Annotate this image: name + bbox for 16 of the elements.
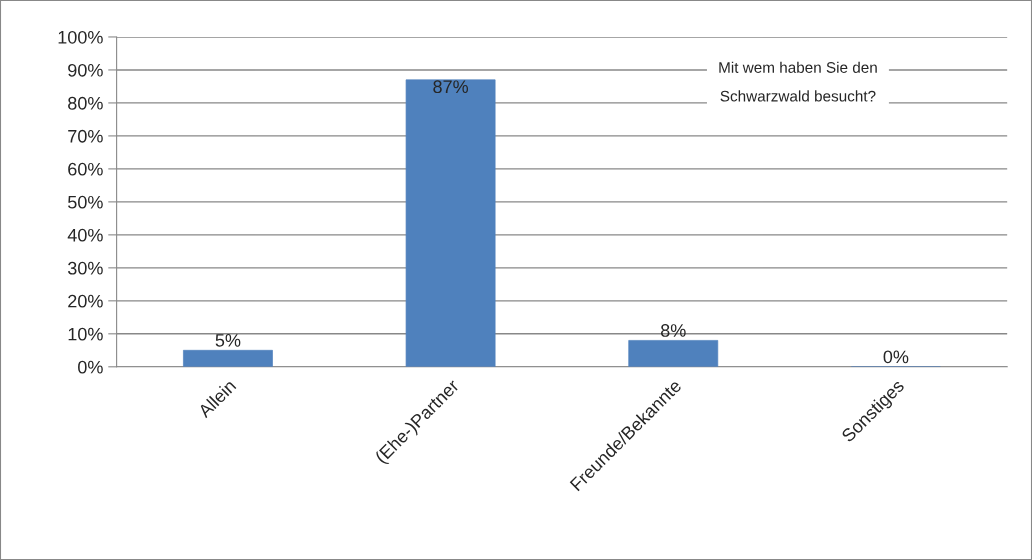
data-label: 5% <box>215 334 241 347</box>
y-tick-label: 30% <box>67 261 103 275</box>
y-tick-label: 10% <box>68 327 103 341</box>
data-label: 0% <box>883 350 909 364</box>
y-tick-label: 60% <box>68 162 103 176</box>
y-tick-label: 20% <box>68 294 103 308</box>
text: Mit wem haben Sie den Schwarzwald besucht? <box>719 61 877 102</box>
y-tick-label: 90% <box>68 63 103 77</box>
y-tick-label: 40% <box>67 228 103 242</box>
y-tick-label: 50% <box>68 195 103 209</box>
data-label: 87% <box>433 80 469 94</box>
y-tick-label: 0% <box>78 360 103 374</box>
data-label: 8% <box>660 324 686 337</box>
y-tick-label: 70% <box>68 129 103 143</box>
y-tick-label: 80% <box>68 96 103 110</box>
y-tick-label: 100% <box>58 30 103 44</box>
